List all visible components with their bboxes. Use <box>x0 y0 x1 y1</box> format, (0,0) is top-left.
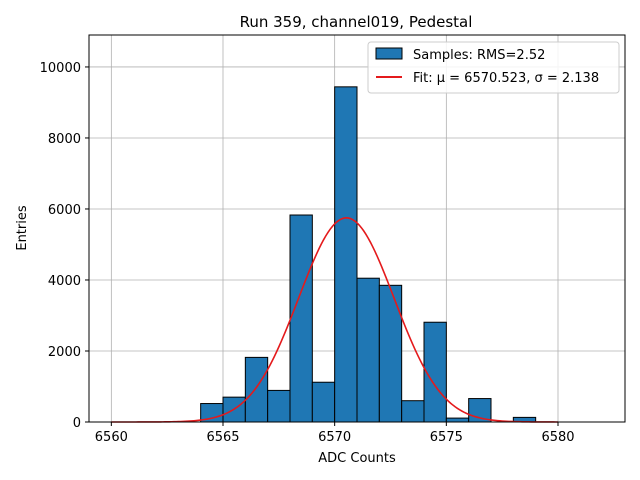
histogram-bar <box>289 214 313 423</box>
fit-curve <box>111 217 558 423</box>
y-tick-label: 2000 <box>48 345 81 360</box>
histogram-bar <box>334 86 358 423</box>
histogram-bar <box>445 417 470 423</box>
legend-samples-label: Samples: RMS=2.52 <box>413 48 545 63</box>
x-tick-label: 6580 <box>541 430 574 445</box>
legend: Samples: RMS=2.52 Fit: μ = 6570.523, σ =… <box>367 41 620 94</box>
histogram-bar <box>311 381 336 423</box>
x-tick-label: 6565 <box>206 430 239 445</box>
y-axis-label: Entries <box>15 205 30 251</box>
y-tick-label: 4000 <box>48 274 81 289</box>
y-tick-label: 6000 <box>48 203 81 218</box>
plot-frame <box>88 34 626 423</box>
y-tick-label: 0 <box>73 416 81 431</box>
y-tick-label: 8000 <box>48 132 81 147</box>
x-axis-label: ADC Counts <box>318 451 396 466</box>
histogram-bar <box>356 277 380 423</box>
x-tick-label: 6560 <box>95 430 128 445</box>
x-tick-label: 6570 <box>318 430 351 445</box>
y-tick-label: 10000 <box>40 61 81 76</box>
histogram-bar <box>244 356 269 423</box>
axis-ticks: 6560 6565 6570 6575 6580 0 2000 4000 6000 8000 100… <box>40 61 575 445</box>
chart-title: Run 359, channel019, Pedestal <box>240 13 473 31</box>
histogram-bar <box>267 389 291 423</box>
fit-curve-group <box>111 217 558 423</box>
histogram-bar <box>378 284 403 423</box>
histogram-bar <box>401 400 425 423</box>
legend-fit-label: Fit: μ = 6570.523, σ = 2.138 <box>413 71 599 86</box>
legend-box <box>367 41 620 94</box>
x-tick-label: 6575 <box>430 430 463 445</box>
legend-samples-swatch <box>375 47 403 60</box>
